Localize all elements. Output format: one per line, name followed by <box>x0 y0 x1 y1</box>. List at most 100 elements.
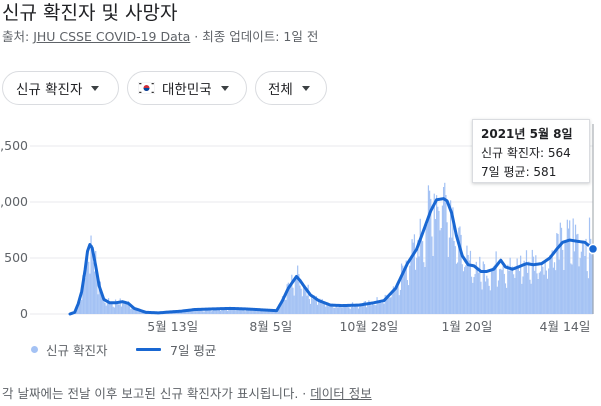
case-bar <box>521 283 523 314</box>
case-bar <box>360 303 362 314</box>
case-bar <box>572 218 574 314</box>
case-bar <box>527 272 529 314</box>
case-bar <box>489 290 491 314</box>
case-bar <box>325 306 327 314</box>
case-bar <box>270 309 272 314</box>
case-bar <box>466 245 468 314</box>
range-dropdown[interactable]: 전체 <box>255 71 327 105</box>
case-bar <box>453 241 455 314</box>
case-bar <box>490 271 493 314</box>
case-bar <box>372 304 375 314</box>
case-bar <box>577 233 579 314</box>
case-bar <box>137 310 139 314</box>
cases-chart[interactable]: 0 500 1,000 1,500 5월 13일 8월 5일 10월 28일 1월 20일 4월… <box>0 118 601 338</box>
case-bar <box>344 305 347 314</box>
legend-line-icon <box>136 348 161 351</box>
case-bar <box>258 310 260 314</box>
case-bar <box>502 266 504 314</box>
case-bar <box>194 310 196 314</box>
case-bar <box>306 295 308 314</box>
case-bar <box>405 260 407 314</box>
case-bar <box>388 293 390 314</box>
case-bar <box>340 305 342 314</box>
case-bar <box>96 276 98 314</box>
x-tick-label: 1월 20일 <box>441 319 492 334</box>
case-bar <box>111 301 113 314</box>
case-bar <box>494 264 496 314</box>
case-bar <box>132 307 134 314</box>
case-bar <box>528 261 530 314</box>
case-bar <box>542 266 544 314</box>
case-bar <box>376 297 378 314</box>
case-bar <box>119 298 121 314</box>
region-dropdown[interactable]: 대한민국 <box>127 71 247 105</box>
source-link[interactable]: JHU CSSE COVID-19 Data <box>33 29 191 44</box>
data-info-link[interactable]: 데이터 정보 <box>310 386 372 401</box>
case-bar <box>418 256 420 314</box>
case-bar <box>79 301 82 314</box>
case-bar <box>106 302 108 314</box>
case-bar <box>513 274 515 314</box>
case-bar <box>307 284 309 314</box>
case-bar <box>127 301 130 314</box>
case-bar <box>78 298 80 314</box>
case-bar <box>576 234 578 314</box>
case-bar <box>514 277 516 314</box>
case-bar <box>350 306 352 314</box>
case-bar <box>558 259 560 314</box>
case-bar <box>425 221 427 314</box>
case-bar <box>410 259 412 314</box>
average-line <box>68 197 595 316</box>
case-bar <box>379 302 382 314</box>
case-bar <box>346 306 348 314</box>
case-bar <box>438 210 440 314</box>
case-bar <box>365 307 368 314</box>
case-bar <box>237 307 239 314</box>
case-bar <box>426 224 428 314</box>
case-bar <box>223 307 225 314</box>
case-bar <box>427 185 430 314</box>
page-title: 신규 확진자 및 사망자 <box>2 2 178 24</box>
case-bar <box>91 245 93 314</box>
case-bar <box>81 299 83 314</box>
case-bar <box>449 200 452 314</box>
case-bar <box>283 296 285 314</box>
metric-dropdown[interactable]: 신규 확진자 <box>2 71 119 105</box>
case-bar <box>421 241 424 314</box>
case-bar <box>390 297 392 314</box>
case-bar <box>416 257 418 314</box>
case-bar <box>461 264 463 314</box>
case-bar <box>313 294 315 314</box>
legend-average: 7일 평균 <box>136 340 216 359</box>
case-bar <box>384 294 386 314</box>
case-bar <box>399 289 402 314</box>
case-bar <box>362 303 364 314</box>
case-bar <box>89 273 91 314</box>
case-bar <box>337 307 340 314</box>
case-bar <box>260 310 263 314</box>
case-bar <box>245 309 247 314</box>
case-bar <box>500 268 502 314</box>
case-bar <box>253 308 256 314</box>
case-bar <box>370 305 372 314</box>
case-bar <box>262 309 264 314</box>
case-bar <box>291 274 293 314</box>
case-bar <box>524 262 526 314</box>
case-bar <box>301 296 303 314</box>
case-bar <box>235 310 237 314</box>
case-bar <box>248 309 250 314</box>
case-bar <box>347 305 349 314</box>
case-bar <box>508 270 510 314</box>
case-bar <box>348 307 350 314</box>
case-bar <box>274 310 277 314</box>
case-bar <box>207 307 209 314</box>
case-bar <box>117 302 119 314</box>
case-bar <box>590 238 592 314</box>
case-bar <box>396 283 398 314</box>
footer-note-text: 각 날짜에는 전날 이후 보고된 신규 확진자가 표시됩니다. · <box>2 386 311 401</box>
case-bar <box>224 309 226 314</box>
case-bar <box>391 294 393 314</box>
case-bar <box>545 270 547 314</box>
case-bar <box>246 309 249 314</box>
case-bar <box>138 310 140 314</box>
